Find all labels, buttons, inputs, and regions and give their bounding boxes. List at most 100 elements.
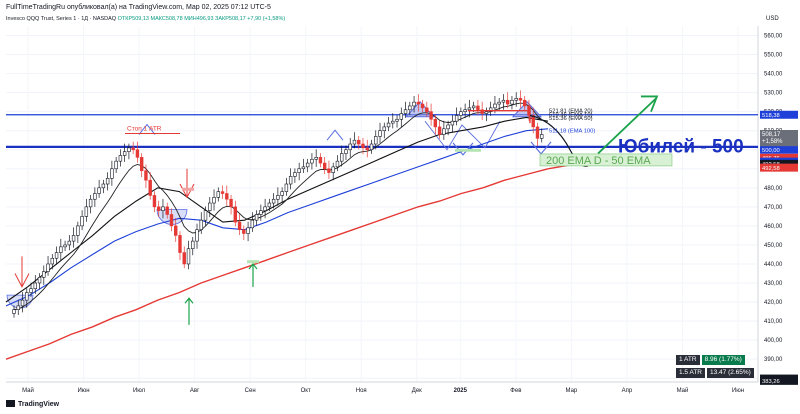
candle-body [271,198,276,204]
candle [110,160,114,186]
time-tick-label: Авг [190,388,200,394]
candle [71,227,76,248]
time-tick-label: Фев [510,388,521,394]
candle [518,90,523,108]
candle [310,153,314,170]
atr-15-value: 13.47 (2.65%) [707,368,754,378]
candle-body [297,168,301,173]
candle-body [76,225,80,236]
candle-body [25,292,29,301]
candle [446,120,450,136]
candle-body [276,195,280,200]
candle [322,156,327,175]
candle-body [46,263,50,272]
candle-body [467,107,472,111]
candle [318,153,323,168]
candle [178,231,182,261]
time-tick-label: Апр [622,388,633,394]
candle-body [391,120,395,124]
last-change-label: +1,58% [762,139,783,145]
annotations: Стоп 1 ATR 521.81 (EMA 20)519.46 (EMA 10)… [14,95,798,325]
price-badge-label: 492,58 [762,166,780,172]
time-tick-label: Дек [412,388,422,394]
candle-body [301,166,306,170]
candle [259,204,263,221]
candle [50,254,55,270]
candle-body [450,120,455,126]
chart-axes: 560,00550,00540,00530,00520,00510,00500,… [6,26,798,394]
candle [161,198,165,219]
candle-body [480,109,484,114]
candle-body [352,139,357,145]
candle-body [463,109,467,112]
candle [484,107,489,122]
candle [229,195,233,215]
candle-body [225,193,229,200]
candle [416,94,421,112]
candle-body [386,122,391,128]
ema-line-50 [5,116,549,303]
candle [195,223,199,249]
candle-body [318,157,323,164]
candle [476,99,480,116]
candle [16,299,20,315]
candle-body [127,147,131,152]
candle [148,172,152,200]
ema-value-label: 515.36 (EMA 50) [549,116,593,122]
target-arrow-shaft [597,97,657,155]
candle [186,240,191,270]
candle-body [174,225,178,236]
candle [284,177,289,196]
candle [369,139,374,154]
candle [395,115,399,128]
candle [505,92,510,109]
price-badge [760,163,798,172]
red-down-arrow [14,256,30,288]
candle [531,107,535,134]
candle [501,94,506,110]
candle-body [540,134,544,139]
candle [361,137,365,155]
candle-body [250,219,255,229]
candle-body [514,98,518,101]
stop-label: Стоп 1 ATR [127,126,162,133]
candle-body [220,191,225,194]
candle [442,120,446,140]
green-target-box [247,260,259,264]
candle-body [229,198,233,208]
candle-body [314,157,318,160]
time-tick-label: Окт [301,388,311,394]
candle [122,143,127,162]
price-badge [760,145,798,154]
candle [382,122,386,139]
candle-body [161,206,165,211]
candle [348,137,352,158]
tradingview-icon [6,400,15,407]
candle [105,172,110,191]
time-tick-label: Май [677,387,689,394]
candle-body [71,235,76,242]
candle-body [267,202,272,208]
candle-body [335,160,340,168]
target-arrow-head [641,95,659,112]
candle-body [101,183,106,189]
time-tick-label: Июн [77,388,89,394]
candle [514,92,518,107]
candle-body [169,214,174,227]
candle-body [501,99,506,103]
time-tick-label: Июл [133,388,146,394]
ema-line-200 [5,168,549,360]
candle-body [122,151,127,156]
candle [33,275,37,295]
tradingview-logo[interactable]: TradingView [6,400,59,408]
ema-value-label: 511.18 (EMA 100) [549,128,595,134]
candle [220,185,225,199]
candle [386,116,391,132]
candle-body [437,126,442,135]
candle [242,225,246,240]
candle [37,273,42,290]
candle [20,292,25,313]
candle-body [42,271,46,278]
candle-body [288,176,293,185]
